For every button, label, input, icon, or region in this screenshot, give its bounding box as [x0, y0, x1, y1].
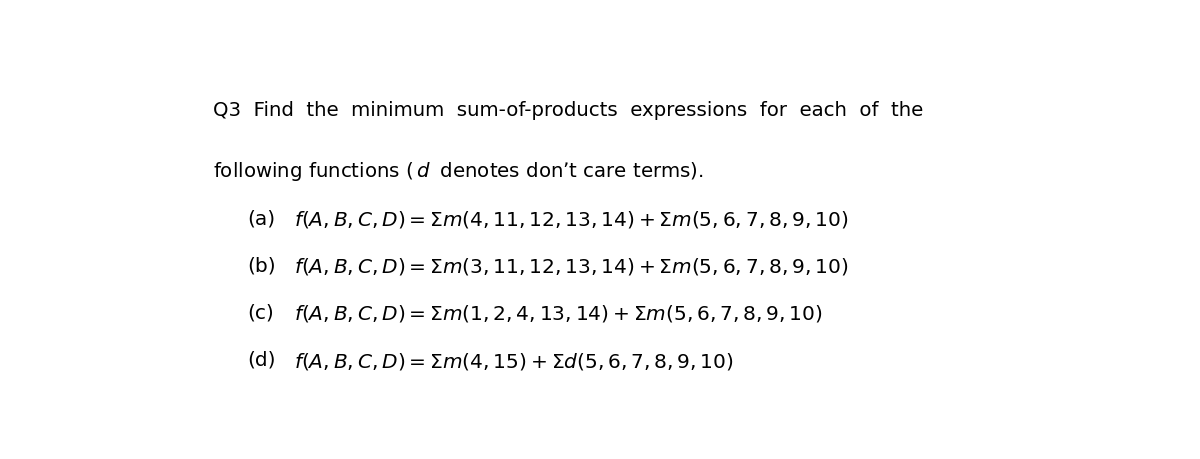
- Text: (a): (a): [247, 209, 276, 228]
- Text: (b): (b): [247, 256, 276, 275]
- Text: Q3  Find  the  minimum  sum-of-products  expressions  for  each  of  the: Q3 Find the minimum sum-of-products expr…: [214, 101, 924, 120]
- Text: $f(A,B,C,D) = \Sigma m(3,11,12,13,14) + \Sigma m(5,6,7,8,9,10)$: $f(A,B,C,D) = \Sigma m(3,11,12,13,14) + …: [294, 256, 848, 277]
- Text: $f(A,B,C,D) = \Sigma m(4,15) + \Sigma d(5,6,7,8,9,10)$: $f(A,B,C,D) = \Sigma m(4,15) + \Sigma d(…: [294, 350, 734, 371]
- Text: (d): (d): [247, 350, 276, 369]
- Text: $f(A,B,C,D) = \Sigma m(1,2,4,13,14) + \Sigma m(5,6,7,8,9,10)$: $f(A,B,C,D) = \Sigma m(1,2,4,13,14) + \S…: [294, 303, 823, 324]
- Text: following functions ( $d$  denotes don’t care terms).: following functions ( $d$ denotes don’t …: [214, 159, 704, 182]
- Text: (c): (c): [247, 303, 275, 322]
- Text: $f(A,B,C,D) = \Sigma m(4,11,12,13,14) + \Sigma m(5,6,7,8,9,10)$: $f(A,B,C,D) = \Sigma m(4,11,12,13,14) + …: [294, 209, 848, 230]
